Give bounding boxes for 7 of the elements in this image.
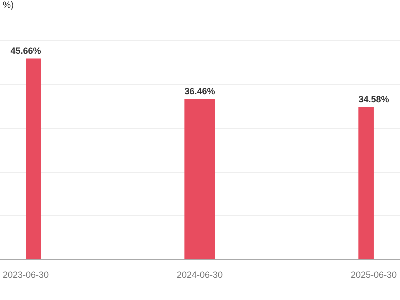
data-label: 45.66%	[10, 46, 42, 56]
x-tick-label: 2023-06-30	[2, 270, 50, 280]
x-tick-label: 2024-06-30	[176, 270, 224, 280]
text: %)	[3, 0, 14, 10]
data-label: 34.58%	[358, 94, 390, 105]
data-label: 36.46%	[184, 86, 216, 96]
x-tick-label: 2025-06-30	[350, 270, 398, 280]
